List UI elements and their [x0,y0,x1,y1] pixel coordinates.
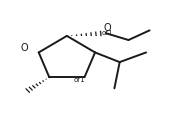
Text: or1: or1 [102,30,114,36]
Text: O: O [103,23,111,33]
Text: or1: or1 [74,77,86,83]
Text: O: O [21,43,29,53]
